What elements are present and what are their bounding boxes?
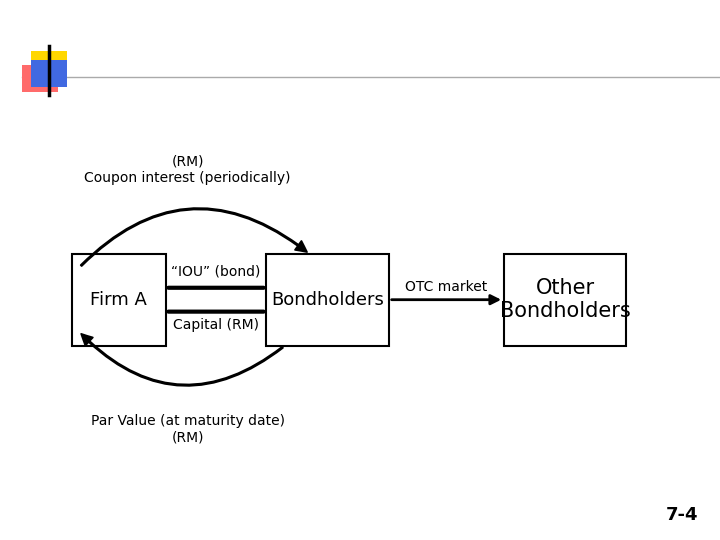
Text: Other
Bondholders: Other Bondholders — [500, 278, 631, 321]
FancyArrowPatch shape — [81, 208, 307, 266]
Bar — [266, 254, 389, 346]
Text: Capital (RM): Capital (RM) — [173, 318, 259, 332]
Text: 7-4: 7-4 — [666, 506, 698, 524]
Text: (RM)
Coupon interest (periodically): (RM) Coupon interest (periodically) — [84, 155, 291, 185]
Text: OTC market: OTC market — [405, 280, 487, 294]
FancyArrowPatch shape — [81, 334, 283, 386]
Bar — [31, 51, 67, 78]
Bar — [504, 254, 626, 346]
Text: Bondholders: Bondholders — [271, 291, 384, 309]
Bar — [72, 254, 166, 346]
Text: Par Value (at maturity date)
(RM): Par Value (at maturity date) (RM) — [91, 414, 284, 444]
Text: “IOU” (bond): “IOU” (bond) — [171, 264, 261, 278]
Text: Firm A: Firm A — [91, 291, 147, 309]
Bar — [31, 60, 67, 87]
Bar — [22, 65, 58, 92]
